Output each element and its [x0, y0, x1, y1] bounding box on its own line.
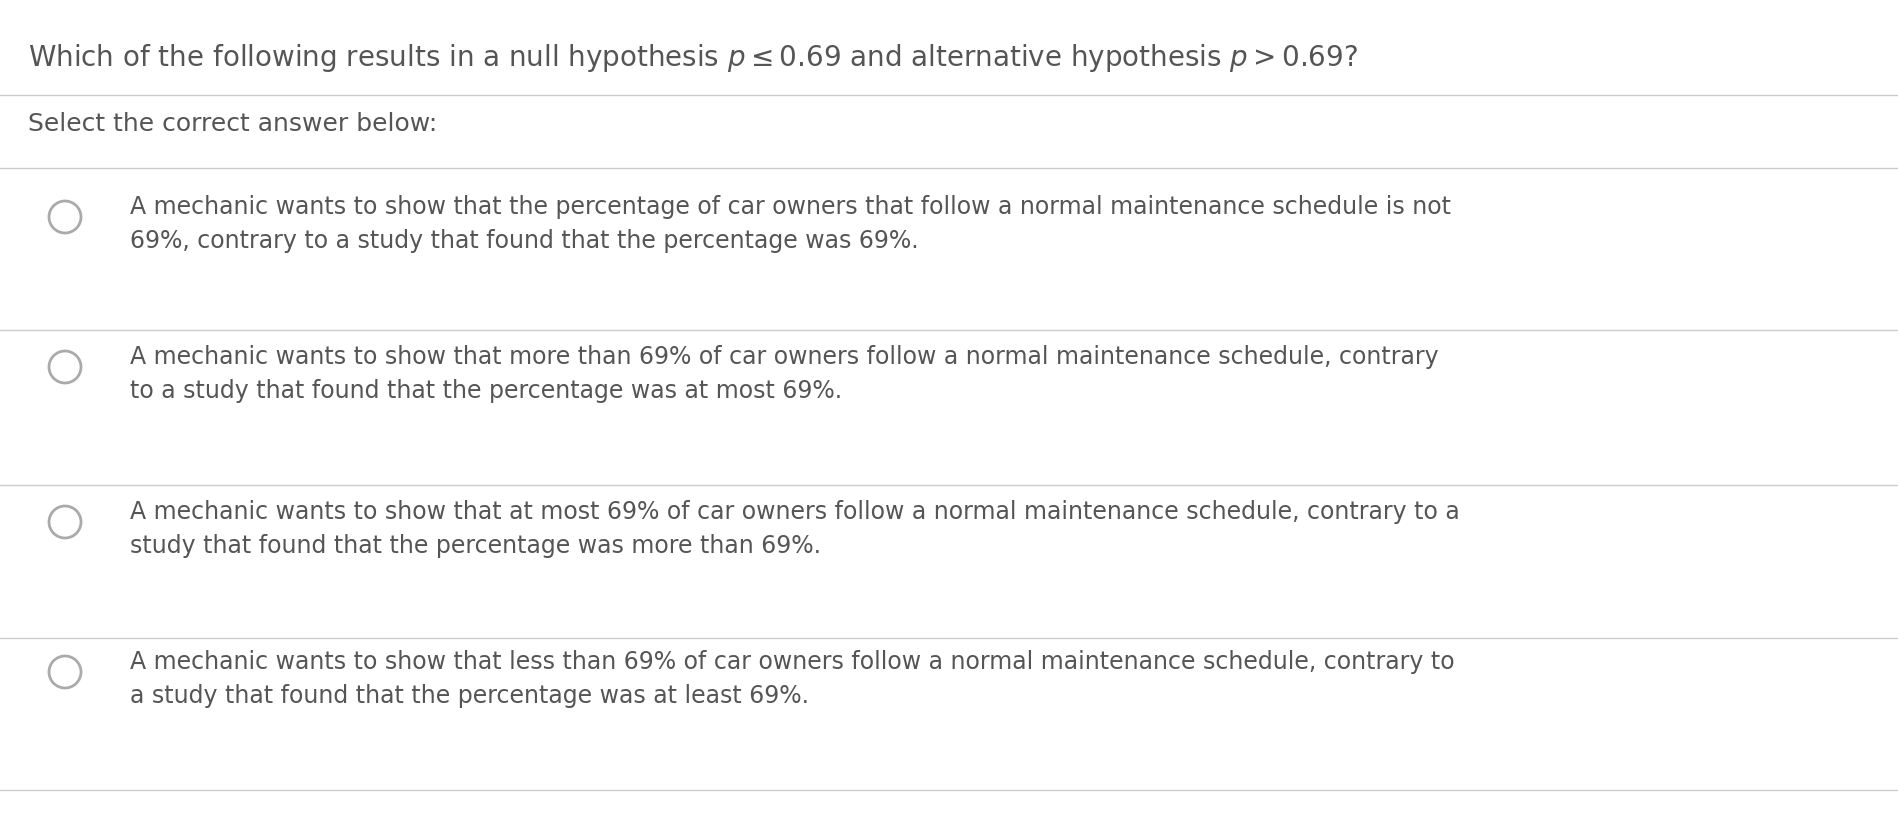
- Text: Select the correct answer below:: Select the correct answer below:: [28, 112, 437, 136]
- Text: A mechanic wants to show that more than 69% of car owners follow a normal mainte: A mechanic wants to show that more than …: [129, 345, 1439, 404]
- Text: A mechanic wants to show that at most 69% of car owners follow a normal maintena: A mechanic wants to show that at most 69…: [129, 500, 1460, 558]
- Text: A mechanic wants to show that less than 69% of car owners follow a normal mainte: A mechanic wants to show that less than …: [129, 650, 1454, 708]
- Text: A mechanic wants to show that the percentage of car owners that follow a normal : A mechanic wants to show that the percen…: [129, 195, 1450, 253]
- Text: Which of the following results in a null hypothesis $p \leq 0.69$ and alternativ: Which of the following results in a null…: [28, 42, 1357, 74]
